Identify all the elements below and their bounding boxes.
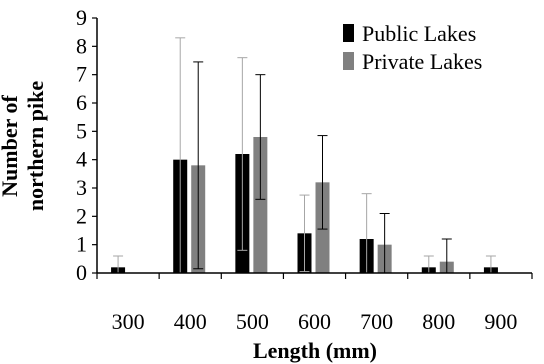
x-tick-label: 700 (360, 309, 393, 334)
x-tick-label: 800 (422, 309, 455, 334)
private-lakes-bar (253, 137, 268, 273)
y-tick-label: 7 (76, 62, 87, 87)
y-tick-label: 9 (76, 5, 87, 30)
x-tick-label: 600 (298, 309, 331, 334)
y-tick-label: 6 (76, 90, 87, 115)
x-tick-label: 300 (112, 309, 145, 334)
legend-label-public-lakes: Public Lakes (362, 21, 476, 46)
legend-swatch-private-lakes (343, 52, 354, 70)
y-axis-title-line-2: northern pike (23, 81, 48, 211)
legend-swatch-public-lakes (343, 24, 354, 42)
error-bars-layer (113, 37, 496, 274)
x-axis-title: Length (mm) (253, 338, 377, 363)
y-tick-label: 8 (76, 33, 87, 58)
y-axis-title: Number ofnorthern pike (0, 81, 48, 211)
y-tick-label: 5 (76, 118, 87, 143)
x-tick-label: 400 (174, 309, 207, 334)
y-tick-label: 4 (76, 147, 87, 172)
y-tick-label: 1 (76, 232, 87, 257)
legend-label-private-lakes: Private Lakes (362, 49, 482, 74)
y-tick-label: 2 (76, 203, 87, 228)
y-tick-label: 3 (76, 175, 87, 200)
axes-layer: 0 1 2 3 4 5 6 7 8 9 300 400 500 600 700 800 900 Number of… (0, 5, 533, 363)
y-axis-title-line-1: Number of (0, 95, 22, 197)
x-tick-label: 900 (484, 309, 517, 334)
y-tick-label: 0 (76, 260, 87, 285)
x-tick-label: 500 (236, 309, 269, 334)
legend: Public Lakes Private Lakes (343, 21, 482, 74)
